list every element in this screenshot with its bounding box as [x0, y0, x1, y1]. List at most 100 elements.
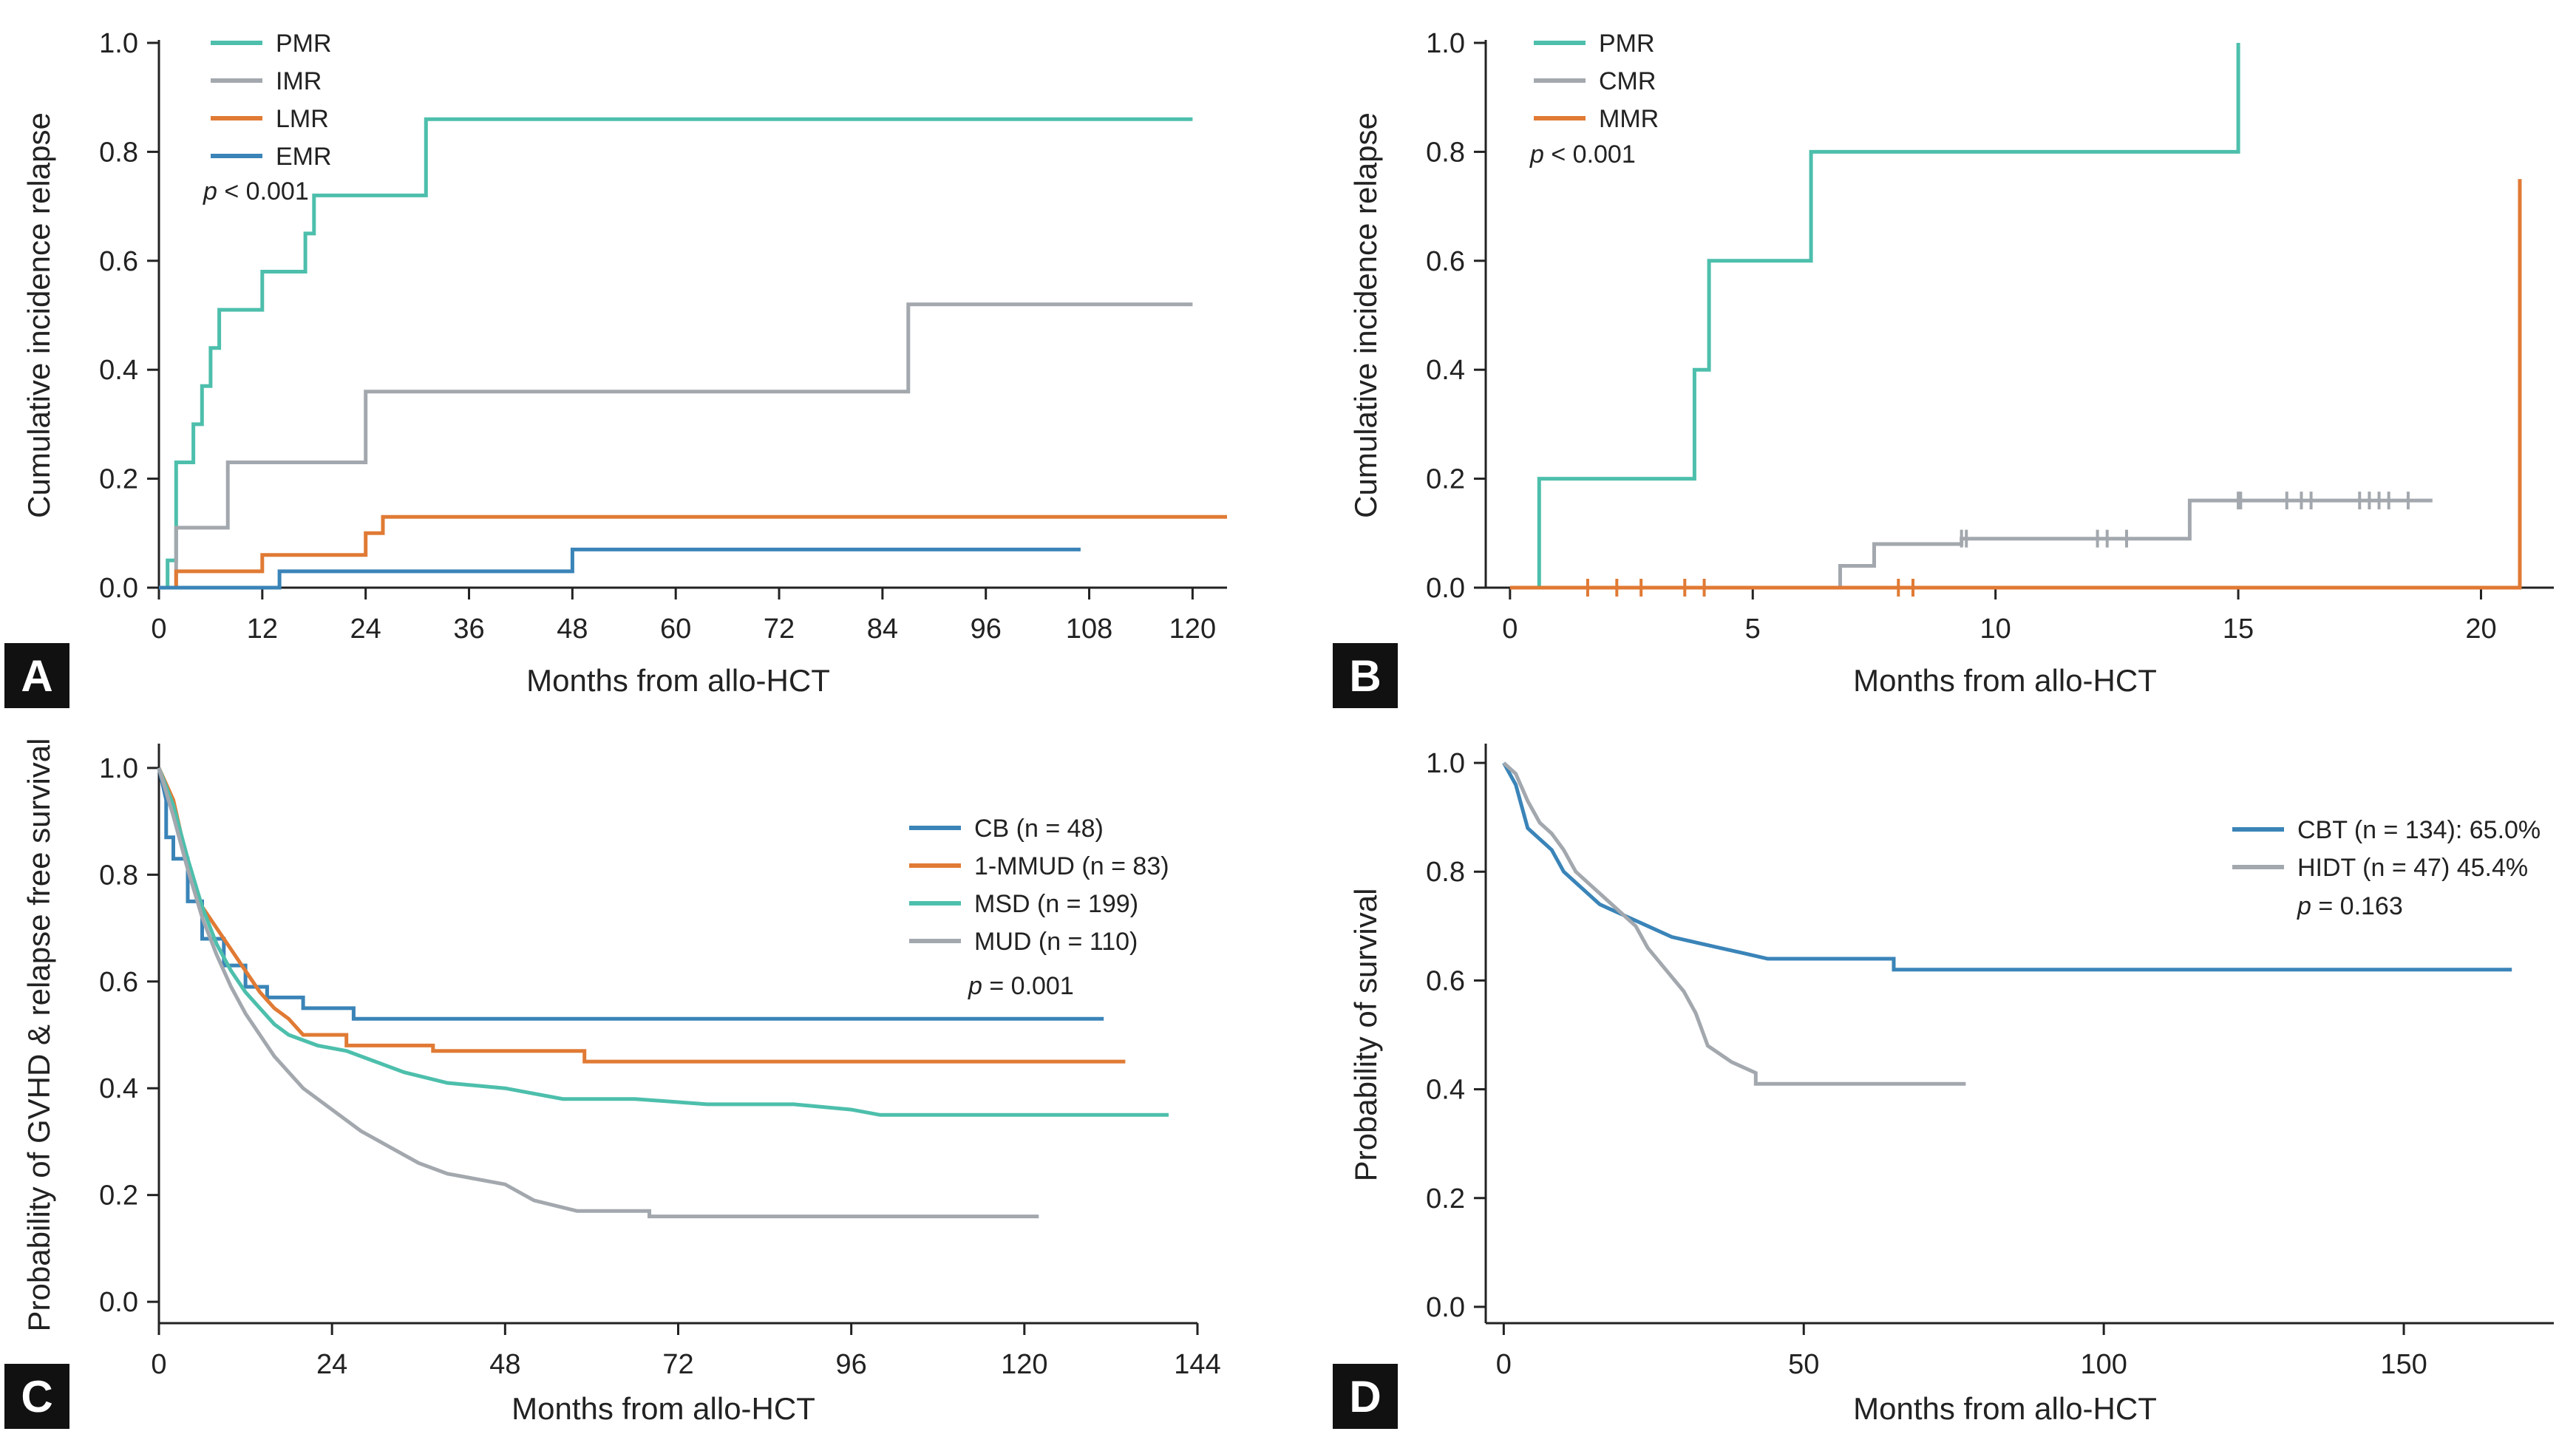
x-tick-label: 0: [1496, 1349, 1512, 1380]
panel-letter: D: [1349, 1372, 1381, 1421]
y-tick-label: 0.2: [99, 464, 138, 495]
y-tick-label: 0.0: [1426, 573, 1465, 604]
p-value-text: < 0.001: [217, 177, 309, 205]
series-line-cbt: [1502, 761, 2512, 972]
panel-letter: B: [1349, 651, 1381, 701]
panel-letter: A: [21, 651, 52, 701]
x-tick-label: 50: [1788, 1349, 1819, 1380]
x-tick-label: 0: [1502, 614, 1518, 645]
legend-label: CMR: [1599, 67, 1656, 95]
y-tick-label: 1.0: [1426, 748, 1465, 779]
legend-label: EMR: [276, 143, 332, 171]
x-tick-label: 24: [316, 1349, 347, 1380]
y-tick-label: 1.0: [99, 28, 138, 59]
x-tick-label: 72: [764, 614, 795, 645]
panel-letter: C: [21, 1372, 52, 1421]
legend-label: IMR: [276, 67, 322, 95]
p-symbol: p: [968, 972, 982, 1000]
p-value: p = 0.001: [968, 972, 1074, 1000]
p-value-text: < 0.001: [1544, 140, 1636, 169]
x-tick-label: 0: [151, 1349, 166, 1380]
panel-letter-box: [1333, 1364, 1398, 1429]
x-tick-label: 120: [1001, 1349, 1047, 1380]
y-tick-label: 0.2: [1426, 1183, 1465, 1215]
y-tick-label: 0.4: [99, 1073, 138, 1104]
legend-label: 1-MMUD (n = 83): [974, 852, 1169, 880]
y-tick-label: 0.6: [1426, 965, 1465, 996]
x-tick-label: 72: [662, 1349, 693, 1380]
y-tick-label: 1.0: [1426, 28, 1465, 59]
legend-label: MMR: [1599, 105, 1659, 133]
x-tick-label: 12: [247, 614, 278, 645]
x-tick-label: 0: [151, 614, 166, 645]
x-axis-label: Months from allo-HCT: [1853, 663, 2157, 698]
panel-a: 0.0 0.2 0.4 0.6 0.8 1.0 0 12 24 36 48 60 72 84 96 108 12…: [4, 28, 1227, 708]
y-axis-label: Cumulative incidence relapse: [21, 112, 56, 518]
y-tick-label: 0.2: [99, 1180, 138, 1212]
x-tick-label: 36: [453, 614, 484, 645]
x-axis-label: Months from allo-HCT: [512, 1391, 815, 1426]
series-line-cb: [157, 767, 1104, 1021]
p-symbol: p: [203, 177, 217, 205]
x-tick-label: 60: [660, 614, 691, 645]
p-value-text: = 0.001: [982, 972, 1074, 1000]
y-tick-label: 0.0: [99, 573, 138, 604]
x-axis-label: Months from allo-HCT: [1853, 1391, 2157, 1426]
legend-label: CB (n = 48): [974, 815, 1104, 843]
x-tick-label: 144: [1174, 1349, 1220, 1380]
legend-label: MUD (n = 110): [974, 928, 1138, 956]
series-line-mud: [157, 767, 1039, 1219]
p-value: p < 0.001: [1529, 140, 1636, 169]
legend-label: PMR: [1599, 30, 1655, 58]
legend-label: HIDT (n = 47) 45.4%: [2297, 854, 2528, 882]
legend-label: MSD (n = 199): [974, 890, 1138, 918]
y-tick-label: 0.0: [1426, 1292, 1465, 1323]
legend-label: PMR: [276, 30, 332, 58]
p-symbol: p: [1529, 140, 1544, 169]
y-tick-label: 0.4: [1426, 355, 1465, 386]
panel-d: 0.0 0.2 0.4 0.6 0.8 1.0 0 50 100 150 Months from a…: [1333, 744, 2554, 1429]
p-value: p < 0.001: [203, 177, 309, 205]
p-symbol: p: [2297, 892, 2311, 920]
x-tick-label: 150: [2380, 1349, 2427, 1380]
x-tick-label: 48: [557, 614, 588, 645]
x-axis-label: Months from allo-HCT: [526, 663, 830, 698]
y-tick-label: 0.4: [99, 355, 138, 386]
x-tick-label: 5: [1745, 614, 1761, 645]
y-axis-label: Probability of survival: [1348, 889, 1383, 1182]
y-tick-label: 0.6: [1426, 246, 1465, 277]
x-tick-label: 100: [2080, 1349, 2127, 1380]
y-tick-label: 0.8: [1426, 137, 1465, 168]
p-value-text: = 0.163: [2311, 892, 2403, 920]
y-tick-label: 0.6: [99, 967, 138, 998]
y-tick-label: 0.2: [1426, 464, 1465, 495]
x-tick-label: 120: [1169, 614, 1216, 645]
panel-c: 0.0 0.2 0.4 0.6 0.8 1.0 0 24 48 72 96 120 144 Months …: [4, 738, 1221, 1429]
y-axis-label: Cumulative incidence relapse: [1348, 112, 1383, 518]
panel-b: 0.0 0.2 0.4 0.6 0.8 1.0 0 5 10 15 20 Months from al…: [1333, 28, 2554, 708]
x-tick-label: 15: [2223, 614, 2254, 645]
x-tick-label: 20: [2465, 614, 2496, 645]
y-tick-label: 0.6: [99, 246, 138, 277]
x-tick-label: 48: [489, 1349, 520, 1380]
legend-label: LMR: [276, 105, 329, 133]
y-tick-label: 0.4: [1426, 1075, 1465, 1106]
series-line-imr: [174, 302, 1193, 588]
x-tick-label: 84: [867, 614, 898, 645]
series-line-pmr: [166, 117, 1193, 588]
series-line-hidt: [1502, 761, 1966, 1086]
series-line-lmr: [174, 514, 1227, 588]
series-line-pmr: [1537, 43, 2240, 588]
legend-label: CBT (n = 134): 65.0%: [2297, 816, 2541, 844]
y-tick-label: 0.8: [99, 860, 138, 891]
x-tick-label: 96: [971, 614, 1002, 645]
series-line-emr: [159, 547, 1081, 590]
x-tick-label: 10: [1980, 614, 2011, 645]
series-line-cmr: [1838, 498, 2433, 588]
panel-letter-box: [4, 643, 69, 708]
x-tick-label: 108: [1066, 614, 1112, 645]
panel-letter-box: [1333, 643, 1398, 708]
y-tick-label: 1.0: [99, 753, 138, 784]
x-tick-label: 24: [350, 614, 381, 645]
